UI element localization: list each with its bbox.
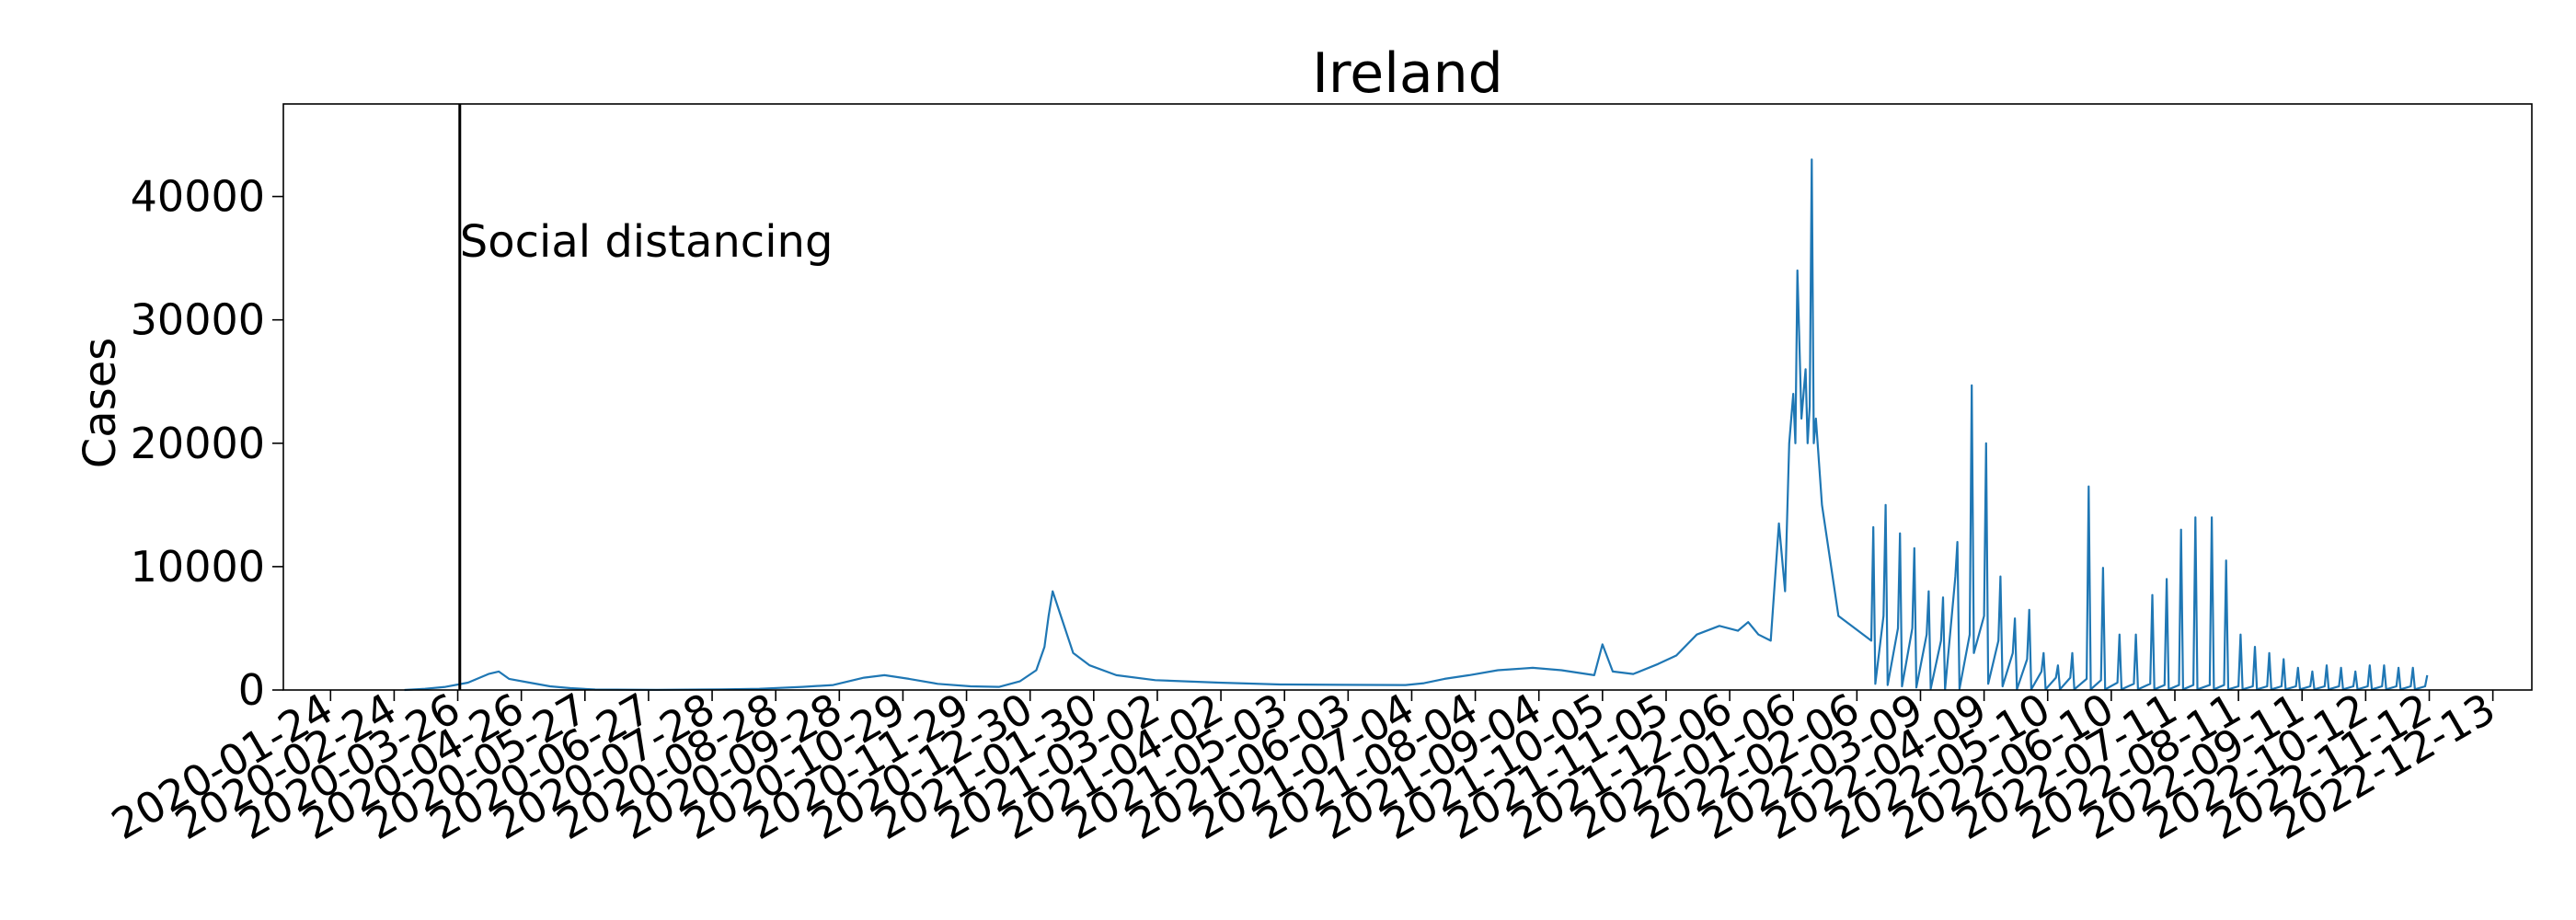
y-tick-label: 40000 xyxy=(131,172,265,222)
plot-frame xyxy=(282,103,2533,691)
y-tick-label: 10000 xyxy=(131,542,265,592)
series-line-0 xyxy=(404,158,2429,692)
y-axis-label: Cases xyxy=(75,338,126,468)
y-tick-label: 30000 xyxy=(131,295,265,345)
y-tick-label: 0 xyxy=(238,665,265,715)
annotation-label: Social distancing xyxy=(460,216,834,268)
plot-area: 0100002000030000400002020-01-242020-02-2… xyxy=(103,104,2503,849)
y-tick-label: 20000 xyxy=(131,419,265,468)
chart-title: Ireland xyxy=(1312,41,1503,106)
